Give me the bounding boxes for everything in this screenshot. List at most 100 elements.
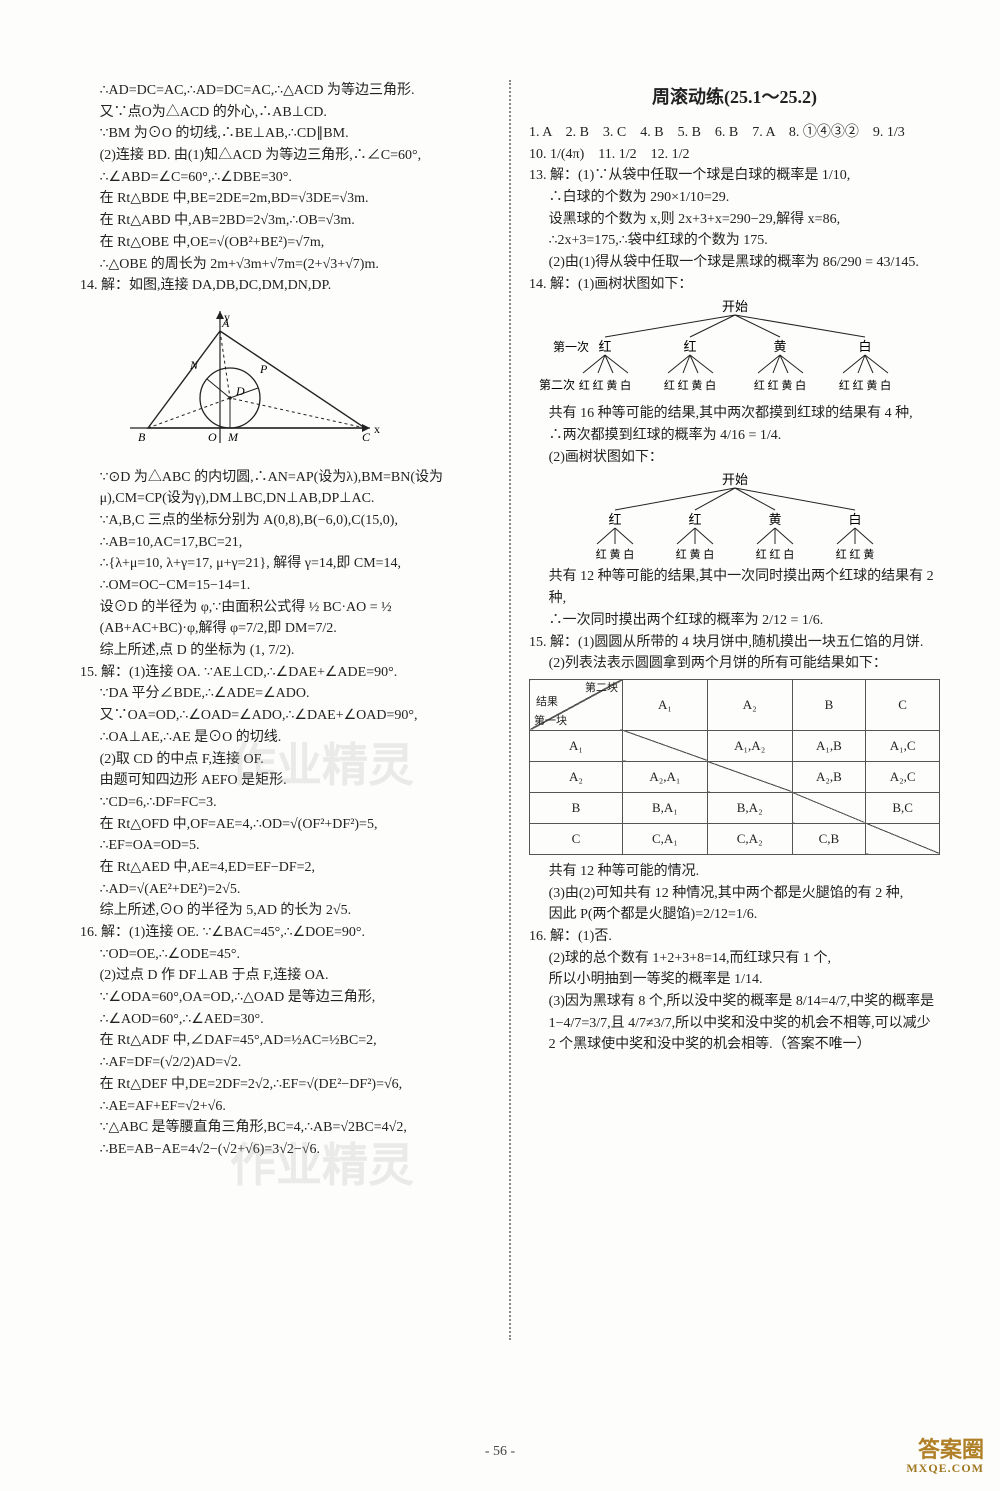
text-line: ∴BE=AB−AE=4√2−(√2+√6)=3√2−√6. (80, 1139, 491, 1161)
text-line: ∴白球的个数为 290×1/10=29. (529, 187, 940, 209)
text-line: 在 Rt△AED 中,AE=4,ED=EF−DF=2, (80, 857, 491, 879)
text-line: (2)连接 BD. 由(1)知△ACD 为等边三角形,∴∠C=60°, (80, 145, 491, 167)
svg-text:P: P (259, 362, 268, 376)
table-header-bl: 第一块 (534, 713, 567, 730)
text-line: 在 Rt△BDE 中,BE=2DE=2m,BD=√3DE=√3m. (80, 188, 491, 210)
table-cell: B,A₂ (707, 792, 792, 823)
text-line: 在 Rt△OFD 中,OF=AE=4,∴OD=√(OF²+DF²)=5, (80, 814, 491, 836)
text-line: 共有 16 种等可能的结果,其中两次都摸到红球的结果有 4 种, (529, 403, 940, 425)
text-line: ∴AD=DC=AC,∴AD=DC=AC,∴△ACD 为等边三角形. (80, 80, 491, 102)
svg-text:白: 白 (858, 339, 871, 354)
text-line: (2)取 CD 的中点 F,连接 OF. (80, 749, 491, 771)
svg-text:开始: 开始 (721, 299, 747, 314)
table-cell-na (792, 792, 866, 823)
table-row: C C,A₁ C,A₂ C,B (530, 823, 940, 854)
svg-text:黄: 黄 (773, 339, 786, 354)
text-line: ∴一次同时摸出两个红球的概率为 2/12 = 1/6. (529, 610, 940, 632)
svg-text:O: O (208, 430, 217, 444)
text-line: ∴∠ABD=∠C=60°,∴∠DBE=30°. (80, 167, 491, 189)
text-line: ∴△OBE 的周长为 2m+√3m+√7m=(2+√3+√7)m. (80, 254, 491, 276)
text-line: ∵A,B,C 三点的坐标分别为 A(0,8),B(−6,0),C(15,0), (80, 510, 491, 532)
svg-text:M: M (227, 430, 239, 444)
text-line: 综上所述,点 D 的坐标为 (1, 7/2). (80, 640, 491, 662)
text-line: ∴两次都摸到红球的概率为 4/16 = 1/4. (529, 425, 940, 447)
table-cell: C,B (792, 823, 866, 854)
text-line: (2)过点 D 作 DF⊥AB 于点 F,连接 OA. (80, 965, 491, 987)
svg-text:红 红 黄: 红 红 黄 (835, 547, 874, 560)
table-cell: A₂,C (866, 761, 940, 792)
page-number: - 56 - (0, 1441, 1000, 1463)
svg-text:黄: 黄 (768, 512, 781, 527)
svg-text:红 黄 白: 红 黄 白 (675, 547, 714, 560)
solution-14r-head: 14. 解：(1)画树状图如下： (529, 274, 940, 296)
text-line: (3)因为黑球有 8 个,所以没中奖的概率是 8/14=4/7,中奖的概率是 1… (529, 991, 940, 1056)
table-row-head: A₁ (530, 730, 623, 761)
text-line: 又∵点O为△ACD 的外心,∴AB⊥CD. (80, 102, 491, 124)
table-row-head: A₂ (530, 761, 623, 792)
svg-text:N: N (189, 358, 199, 372)
table-row: A₂ A₂,A₁ A₂,B A₂,C (530, 761, 940, 792)
text-line: 共有 12 种等可能的结果,其中一次同时摸出两个红球的结果有 2 种, (529, 566, 940, 609)
text-line: 在 Rt△OBE 中,OE=√(OB²+BE²)=√7m, (80, 232, 491, 254)
svg-text:红 红 黄 白: 红 红 黄 白 (663, 378, 715, 392)
text-line: 15. 解：(1)圆圆从所带的 4 块月饼中,随机摸出一块五仁馅的月饼. (529, 632, 940, 654)
text-line: 在 Rt△ADF 中,∠DAF=45°,AD=½AC=½BC=2, (80, 1030, 491, 1052)
svg-text:红: 红 (608, 512, 621, 527)
text-line: ∴EF=OA=OD=5. (80, 835, 491, 857)
text-line: (2)列表法表示圆圆拿到两个月饼的所有可能结果如下： (529, 653, 940, 675)
table-row: B B,A₁ B,A₂ B,C (530, 792, 940, 823)
table-row-head: C (530, 823, 623, 854)
table-row: A₁ A₁,A₂ A₁,B A₁,C (530, 730, 940, 761)
solution-13: ∴AD=DC=AC,∴AD=DC=AC,∴△ACD 为等边三角形. 又∵点O为△… (80, 80, 491, 275)
answers-line: 10. 1/(4π) 11. 1/2 12. 1/2 (529, 144, 940, 166)
solution-16r: 16. 解：(1)否. (2)球的总个数有 1+2+3+8=14,而红球只有 1… (529, 926, 940, 1056)
outcome-table: 第二块 第一块 结果 A₁ A₂ B C A₁ A₁,A₂ A₁,B A₁,C (529, 679, 940, 855)
svg-text:B: B (138, 430, 146, 444)
svg-text:红 红 黄 白: 红 红 黄 白 (753, 378, 805, 392)
text-line: 又∵OA=OD,∴∠OAD=∠ADO,∴∠DAE+∠OAD=90°, (80, 705, 491, 727)
table-row-head: B (530, 792, 623, 823)
solution-15: 15. 解：(1)连接 OA. ∵AE⊥CD,∴∠DAE+∠ADE=90°. ∵… (80, 662, 491, 922)
solution-14-head: 14. 解：如图,连接 DA,DB,DC,DM,DN,DP. (80, 275, 491, 297)
solution-16: 16. 解：(1)连接 OE. ∵∠BAC=45°,∴∠DOE=90°. ∵OD… (80, 922, 491, 1161)
text-line: (3)由(2)可知共有 12 种情况,其中两个都是火腿馅的有 2 种, (529, 883, 940, 905)
geometry-diagram: y x A B C O M N P D (110, 303, 390, 453)
text-line: 设⊙D 的半径为 φ,∵由面积公式得 ½ BC·AO = ½ (AB+AC+BC… (80, 597, 491, 640)
svg-text:x: x (374, 422, 380, 436)
text-line: 15. 解：(1)连接 OA. ∵AE⊥CD,∴∠DAE+∠ADE=90°. (80, 662, 491, 684)
text-line: ∴AB=10,AC=17,BC=21, (80, 532, 491, 554)
table-header-tr: 第二块 (585, 680, 618, 697)
table-header-sub: 结果 (536, 694, 558, 711)
svg-text:白: 白 (848, 512, 861, 527)
text-line: 13. 解：(1)∵从袋中任取一个球是白球的概率是 1/10, (529, 165, 940, 187)
text-line: ∵△ABC 是等腰直角三角形,BC=4,∴AB=√2BC=4√2, (80, 1117, 491, 1139)
text-line: 共有 12 种等可能的情况. (529, 861, 940, 883)
text-line: ∵OD=OE,∴∠ODE=45°. (80, 944, 491, 966)
right-column: 周滚动练(25.1～25.2) 1. A 2. B 3. C 4. B 5. B… (509, 80, 940, 1340)
two-column-layout: ∴AD=DC=AC,∴AD=DC=AC,∴△ACD 为等边三角形. 又∵点O为△… (80, 80, 940, 1340)
svg-text:红 红 黄 白: 红 红 黄 白 (838, 378, 890, 392)
svg-text:红: 红 (683, 339, 696, 354)
svg-text:A: A (221, 316, 230, 330)
text-line: ∴AF=DF=(√2/2)AD=√2. (80, 1052, 491, 1074)
text-line: ∴AD=√(AE²+DE²)=2√5. (80, 879, 491, 901)
tree-diagram-2: 开始 红 红 黄 白 红 黄 白 红 黄 白 (529, 470, 940, 560)
solution-13r: 13. 解：(1)∵从袋中任取一个球是白球的概率是 1/10, ∴白球的个数为 … (529, 165, 940, 273)
text-line: 在 Rt△DEF 中,DE=2DF=2√2,∴EF=√(DE²−DF²)=√6, (80, 1074, 491, 1096)
svg-text:开始: 开始 (721, 472, 747, 487)
text-line: ∵⊙D 为△ABC 的内切圆,∴AN=AP(设为λ),BM=BN(设为μ),CM… (80, 467, 491, 510)
text-line: (2)由(1)得从袋中任取一个球是黑球的概率为 86/290 = 43/145. (529, 252, 940, 274)
table-cell: A₁,B (792, 730, 866, 761)
text-line: ∴{λ+μ=10, λ+γ=17, μ+γ=21}, 解得 γ=14,即 CM=… (80, 553, 491, 575)
text-line: 在 Rt△ABD 中,AB=2BD=2√3m,∴OB=√3m. (80, 210, 491, 232)
text-line: 因此 P(两个都是火腿馅)=2/12=1/6. (529, 904, 940, 926)
text-line: ∴OA⊥AE,∴AE 是⊙O 的切线. (80, 727, 491, 749)
text-line: 所以小明抽到一等奖的概率是 1/14. (529, 969, 940, 991)
text-line: 16. 解：(1)否. (529, 926, 940, 948)
svg-text:第二次: 第二次 (539, 378, 575, 392)
section-title: 周滚动练(25.1～25.2) (529, 84, 940, 112)
text-line: ∵DA 平分∠BDE,∴∠ADE=∠ADO. (80, 683, 491, 705)
table-col-head: B (792, 679, 866, 730)
table-cell: C,A₂ (707, 823, 792, 854)
table-cell-na (623, 730, 708, 761)
